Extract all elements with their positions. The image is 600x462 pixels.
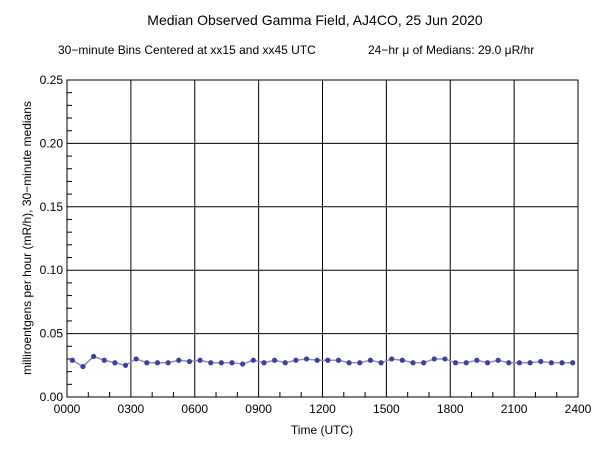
data-point (559, 360, 565, 366)
x-tick-label: 0300 (118, 402, 145, 416)
x-axis-label: Time (UTC) (291, 423, 353, 437)
chart-subtitle-left: 30−minute Bins Centered at xx15 and xx45… (58, 43, 316, 57)
data-point (410, 360, 416, 366)
data-point (101, 357, 107, 363)
data-point (538, 358, 544, 365)
data-point (165, 360, 171, 366)
data-point (282, 360, 288, 366)
data-point (314, 357, 320, 363)
y-tick-label: 0.25 (40, 73, 64, 87)
data-point (197, 357, 203, 363)
data-point (463, 360, 469, 366)
data-point (261, 360, 267, 366)
data-point (516, 360, 523, 366)
data-point (548, 360, 554, 366)
data-point (240, 361, 246, 367)
data-point (367, 357, 374, 363)
data-point (474, 357, 480, 363)
x-tick-label: 0000 (54, 402, 81, 416)
data-point (176, 357, 182, 363)
data-point (378, 360, 384, 366)
y-axis-label: milliroentgens per hour (mR/h), 30−minut… (20, 101, 34, 375)
data-point (399, 357, 405, 363)
data-point (186, 358, 193, 365)
data-point (495, 357, 501, 363)
data-point (303, 356, 310, 362)
data-point (112, 360, 118, 366)
data-point (442, 356, 448, 362)
data-point (218, 360, 224, 366)
x-tick-label: 1500 (373, 402, 400, 416)
chart-title: Median Observed Gamma Field, AJ4CO, 25 J… (147, 12, 483, 28)
data-point (506, 360, 512, 366)
x-tick-label: 1800 (437, 402, 464, 416)
x-tick-label: 0900 (245, 402, 272, 416)
y-tick-label: 0.10 (40, 263, 64, 277)
x-tick-label: 2100 (501, 402, 528, 416)
data-point (122, 362, 129, 368)
data-point (293, 357, 299, 363)
y-tick-label: 0.00 (40, 390, 64, 404)
data-point (229, 360, 235, 366)
data-point (527, 360, 533, 366)
y-tick-label: 0.20 (40, 136, 64, 150)
data-point (570, 360, 576, 366)
data-point (69, 357, 75, 363)
data-point (80, 363, 86, 370)
data-point (389, 356, 395, 362)
data-point (133, 356, 139, 362)
data-point (91, 353, 97, 360)
data-point (208, 360, 214, 366)
data-point (335, 357, 342, 363)
data-point (357, 360, 363, 366)
data-point (452, 360, 459, 366)
y-tick-label: 0.15 (40, 200, 64, 214)
data-point (250, 357, 256, 363)
data-point (484, 360, 491, 366)
x-tick-label: 1200 (309, 402, 336, 416)
y-tick-label: 0.05 (40, 327, 64, 341)
x-tick-label: 2400 (565, 402, 592, 416)
data-point (421, 360, 427, 366)
x-tick-label: 0600 (181, 402, 208, 416)
data-point (431, 356, 437, 362)
data-point (346, 360, 352, 366)
chart-subtitle-right: 24−hr μ of Medians: 29.0 μR/hr (368, 43, 534, 57)
data-point (271, 357, 278, 363)
data-point (154, 360, 161, 366)
data-point (144, 360, 150, 366)
data-point (325, 357, 331, 363)
